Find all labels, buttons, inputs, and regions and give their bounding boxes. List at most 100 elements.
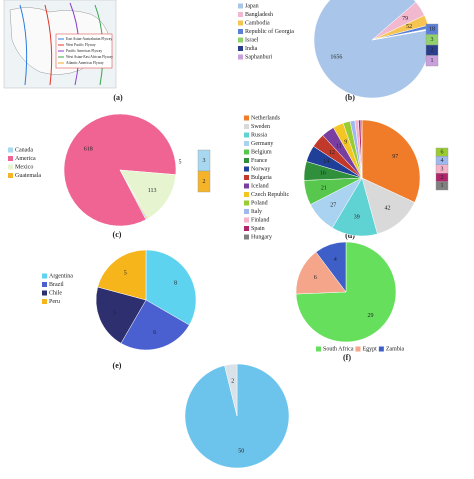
pie-slice: [295, 251, 347, 295]
data-label: 3: [203, 158, 206, 164]
data-label: 2: [203, 179, 206, 185]
legend-swatch: [238, 46, 243, 51]
legend-swatch: [244, 166, 249, 172]
legend-label: Peru: [49, 299, 60, 305]
legend-label: America: [15, 156, 36, 162]
legend-label: Russia: [251, 132, 267, 138]
legend-swatch: [238, 3, 243, 9]
map-legend-label: East Asian-Australasian Flyway: [66, 37, 112, 41]
pie-slice: [295, 241, 397, 343]
legend-swatch: [42, 299, 47, 304]
data-label: 9: [344, 139, 347, 145]
pie-slice: [313, 0, 431, 99]
map: [3, 0, 117, 89]
legend-swatch: [8, 173, 13, 178]
legend-label: Brazil: [49, 282, 64, 288]
data-label: 14: [323, 159, 329, 165]
legend-swatch: [8, 147, 13, 153]
pie-slice: [97, 249, 147, 301]
data-label: 2: [441, 175, 444, 181]
legend-label: Republic of Georgia: [245, 28, 294, 35]
flyway: [19, 4, 28, 86]
legend-swatch: [238, 20, 243, 26]
pie-slice: [119, 169, 177, 219]
legend-swatch: [244, 226, 249, 231]
data-label: 6: [153, 330, 156, 336]
legend-label: Hungary: [251, 234, 272, 240]
bar-of-pie-segment: [435, 181, 449, 191]
legend-label: Germany: [251, 141, 273, 147]
map-legend-label: West Asian-East African Flyway: [66, 55, 113, 59]
legend-label: Egypt: [363, 346, 378, 352]
pie-slice: [315, 241, 347, 293]
map-legend-box: [55, 33, 113, 69]
data-label: 3: [431, 37, 434, 43]
map-legend-label: Atlantic Americas Flyway: [66, 61, 104, 65]
legend-swatch: [244, 149, 249, 155]
panel-label: (a): [113, 93, 123, 102]
pie-slice: [360, 119, 363, 179]
legend-label: Bangladesh: [245, 12, 273, 18]
data-label: 618: [84, 146, 93, 152]
panel-label: (c): [113, 230, 122, 239]
panel-label: (b): [345, 93, 355, 102]
legend-label: Netherlands: [251, 115, 281, 121]
legend-swatch: [8, 164, 13, 170]
legend-label: Mexico: [15, 164, 33, 170]
data-label: 5: [124, 270, 127, 276]
data-label: 50: [238, 448, 244, 454]
legend-label: Czech Republic: [251, 192, 289, 198]
data-label: 21: [321, 185, 327, 191]
data-label: 2: [431, 48, 434, 54]
pie-slice: [119, 169, 149, 220]
legend-label: Japan: [245, 3, 259, 9]
legend-label: Iceland: [251, 183, 269, 189]
legend-label: Zambia: [386, 346, 405, 352]
legend-swatch: [244, 217, 249, 223]
flyway: [44, 4, 53, 86]
data-label: 16: [320, 170, 326, 176]
data-label: 39: [354, 214, 360, 220]
data-label: 97: [392, 154, 398, 160]
legend-label: Finland: [251, 217, 269, 223]
data-label: 6: [314, 275, 317, 281]
data-label: 12: [329, 150, 335, 156]
legend-label: Bulgaria: [251, 175, 272, 181]
legend-swatch: [244, 124, 249, 129]
legend-swatch: [244, 158, 249, 163]
legend-swatch: [244, 183, 249, 189]
legend-swatch: [244, 234, 249, 240]
data-label: 6: [441, 150, 444, 156]
pie-slice: [224, 363, 238, 417]
legend-label: Belgium: [251, 149, 272, 155]
pie-slice: [95, 286, 147, 344]
legend-swatch: [244, 132, 249, 138]
legend-swatch: [355, 346, 361, 352]
others-label: 5: [179, 159, 182, 165]
legend-label: Spain: [251, 226, 265, 232]
legend-swatch: [378, 346, 384, 352]
data-label: 79: [402, 16, 408, 22]
legend-swatch: [42, 273, 47, 279]
bar-of-pie-segment: [425, 55, 439, 67]
data-label: 5: [113, 310, 116, 316]
legend-label: Cambodia: [245, 20, 270, 26]
legend-label: Norway: [251, 166, 270, 172]
legend-swatch: [42, 290, 47, 296]
legend-swatch: [244, 209, 249, 214]
data-label: 52: [406, 24, 412, 30]
legend-label: Sweden: [251, 124, 270, 130]
legend-swatch: [244, 141, 249, 146]
legend-label: India: [245, 46, 258, 52]
legend-label: Chile: [49, 290, 62, 296]
data-label: 11: [336, 144, 342, 150]
legend-label: Italy: [251, 209, 262, 215]
legend-swatch: [238, 54, 243, 60]
legend-label: France: [251, 158, 268, 164]
legend-label: Israel: [245, 37, 259, 43]
data-label: 1656: [330, 54, 342, 60]
legend-swatch: [244, 192, 249, 197]
data-label: 3: [441, 166, 444, 172]
map-legend-label: West Pacific Flyway: [66, 43, 96, 47]
